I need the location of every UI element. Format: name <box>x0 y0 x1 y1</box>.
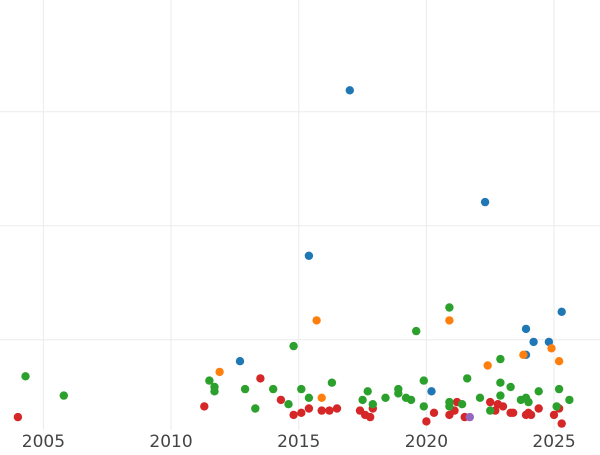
data-point <box>521 324 531 334</box>
data-point <box>312 316 321 325</box>
data-point <box>304 251 314 260</box>
data-point <box>289 410 298 420</box>
data-point <box>289 341 298 351</box>
data-point <box>235 357 245 366</box>
data-point <box>304 393 314 402</box>
data-point <box>557 419 566 428</box>
data-point <box>475 393 485 402</box>
data-point <box>240 384 250 394</box>
data-points <box>13 86 574 428</box>
data-point <box>251 404 260 413</box>
data-point <box>406 395 416 405</box>
x-tick-label: 2020 <box>405 432 448 450</box>
data-point <box>381 393 390 402</box>
data-point <box>332 404 342 413</box>
data-point <box>547 344 556 353</box>
data-point <box>427 387 436 396</box>
data-point <box>463 374 472 383</box>
data-point <box>524 397 533 407</box>
x-axis-ticks: 2005 2010 2015 2020 2025 <box>22 432 576 452</box>
data-point <box>59 391 68 400</box>
data-point <box>317 406 326 415</box>
data-point <box>13 412 23 422</box>
data-point <box>327 378 337 387</box>
data-point <box>483 361 492 370</box>
data-point <box>412 326 421 336</box>
data-point <box>200 402 209 411</box>
data-point <box>205 376 214 385</box>
data-point <box>480 197 490 207</box>
data-point <box>363 387 372 396</box>
data-point <box>422 417 431 426</box>
data-point <box>486 397 495 407</box>
data-point <box>276 395 286 405</box>
x-tick-label: 2005 <box>22 432 65 450</box>
data-point <box>368 400 377 409</box>
data-point <box>506 382 515 392</box>
data-point <box>394 384 403 394</box>
data-point <box>210 387 219 396</box>
data-point <box>496 378 505 387</box>
data-point <box>496 354 505 364</box>
data-point <box>465 412 474 422</box>
data-point <box>544 337 554 347</box>
data-point <box>445 316 454 325</box>
data-point <box>419 402 428 411</box>
data-point <box>519 350 528 359</box>
data-point <box>358 395 367 405</box>
data-point <box>366 412 375 422</box>
data-point <box>496 391 505 400</box>
data-point <box>21 372 30 381</box>
data-point <box>526 410 536 420</box>
data-point <box>269 384 278 394</box>
data-point <box>554 357 564 366</box>
data-point <box>552 402 561 411</box>
data-point <box>557 307 566 316</box>
data-point <box>509 408 518 417</box>
data-point <box>297 408 306 417</box>
data-point <box>498 402 508 411</box>
data-point <box>486 406 495 415</box>
data-point <box>529 337 538 347</box>
data-point <box>317 393 326 402</box>
data-point <box>534 404 543 413</box>
data-point <box>419 376 428 385</box>
data-point <box>549 410 559 420</box>
data-point <box>534 387 543 396</box>
x-tick-label: 2015 <box>277 432 320 450</box>
x-tick-label: 2010 <box>149 432 192 450</box>
data-point <box>429 408 439 417</box>
data-point <box>304 404 314 413</box>
data-point <box>215 367 224 377</box>
x-tick-label: 2025 <box>532 432 575 450</box>
data-point <box>284 400 293 409</box>
data-point <box>256 374 265 383</box>
grid <box>0 0 600 430</box>
data-point <box>445 397 454 407</box>
data-point <box>457 400 467 409</box>
data-point <box>345 86 354 95</box>
data-point <box>565 395 574 405</box>
data-point <box>554 384 564 394</box>
data-point <box>297 384 306 394</box>
data-point <box>325 406 334 415</box>
data-point <box>445 303 454 312</box>
